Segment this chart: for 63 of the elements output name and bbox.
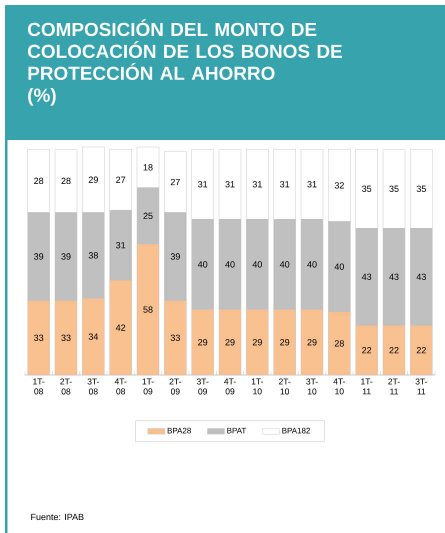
data-label: 43: [362, 274, 372, 280]
data-label: 29: [198, 339, 208, 346]
source-note: Fuente: IPAB: [31, 514, 84, 520]
data-label: 25: [143, 212, 153, 220]
data-label: 33: [34, 334, 44, 341]
data-label: 58: [143, 306, 153, 313]
data-label: 35: [362, 186, 372, 192]
data-label: 22: [389, 347, 399, 354]
data-label: 31: [280, 181, 290, 188]
x-tick-label: 4T-09: [224, 378, 236, 394]
data-label: 31: [252, 181, 262, 188]
data-label: 42: [116, 324, 126, 331]
data-label: 28: [61, 178, 71, 184]
data-label: 28: [34, 178, 44, 184]
chart-subtitle: (%): [28, 88, 56, 106]
data-label: 31: [198, 181, 208, 188]
data-label: 22: [362, 347, 372, 354]
chart-title: COMPOSICIÓN DEL MONTO DE COLOCACIÓN DE LOS BONOS DE PROTECCIÓN AL AHORRO: [28, 19, 342, 80]
data-label: 34: [88, 333, 98, 340]
data-label: 35: [389, 186, 399, 192]
x-tick-label: 2T-10: [278, 378, 290, 394]
data-label: 18: [144, 164, 153, 170]
x-tick-label: 2T-11: [388, 378, 400, 394]
data-label: 40: [225, 261, 235, 268]
x-tick-label: 4T-10: [333, 378, 346, 394]
x-tick-label: 3T-11: [416, 378, 428, 394]
data-label: 22: [416, 347, 426, 354]
data-label: 29: [88, 176, 98, 183]
data-label: 39: [61, 253, 71, 260]
data-label: 27: [116, 176, 126, 183]
data-label: 35: [416, 186, 426, 192]
data-label: 31: [225, 181, 235, 188]
x-tick-label: 3T-08: [88, 378, 100, 394]
data-label: 32: [334, 182, 344, 189]
data-label: 31: [116, 242, 126, 248]
data-label: 40: [307, 261, 317, 268]
x-tick-label: 2T-08: [60, 378, 72, 394]
data-label: 40: [252, 261, 262, 268]
x-tick-label: 3T-09: [196, 378, 208, 394]
data-label: 28: [334, 340, 344, 347]
data-label: 29: [307, 339, 317, 346]
data-label: 29: [280, 339, 290, 346]
data-label: 40: [280, 261, 290, 268]
data-label: 29: [252, 339, 262, 346]
data-label: 29: [225, 339, 235, 346]
data-label: 40: [198, 261, 208, 268]
data-label: 33: [170, 334, 180, 341]
data-label: 27: [170, 178, 180, 186]
x-tick-label: 1T-10: [252, 378, 264, 394]
data-label: 31: [307, 181, 317, 188]
data-label: 33: [61, 334, 71, 341]
data-label: 43: [416, 274, 426, 280]
x-tick-label: 1T-08: [33, 378, 44, 394]
x-tick-label: 1T-09: [142, 378, 154, 394]
data-label: 43: [389, 274, 399, 280]
data-label: 39: [34, 253, 44, 260]
data-label: 38: [88, 252, 98, 259]
x-tick-label: 3T-10: [306, 378, 318, 394]
x-tick-label: 2T-09: [170, 378, 182, 394]
x-tick-label: 1T-11: [361, 378, 372, 394]
x-tick-label: 4T-08: [114, 378, 126, 394]
data-label: 40: [334, 263, 344, 270]
data-label: 39: [170, 253, 180, 260]
